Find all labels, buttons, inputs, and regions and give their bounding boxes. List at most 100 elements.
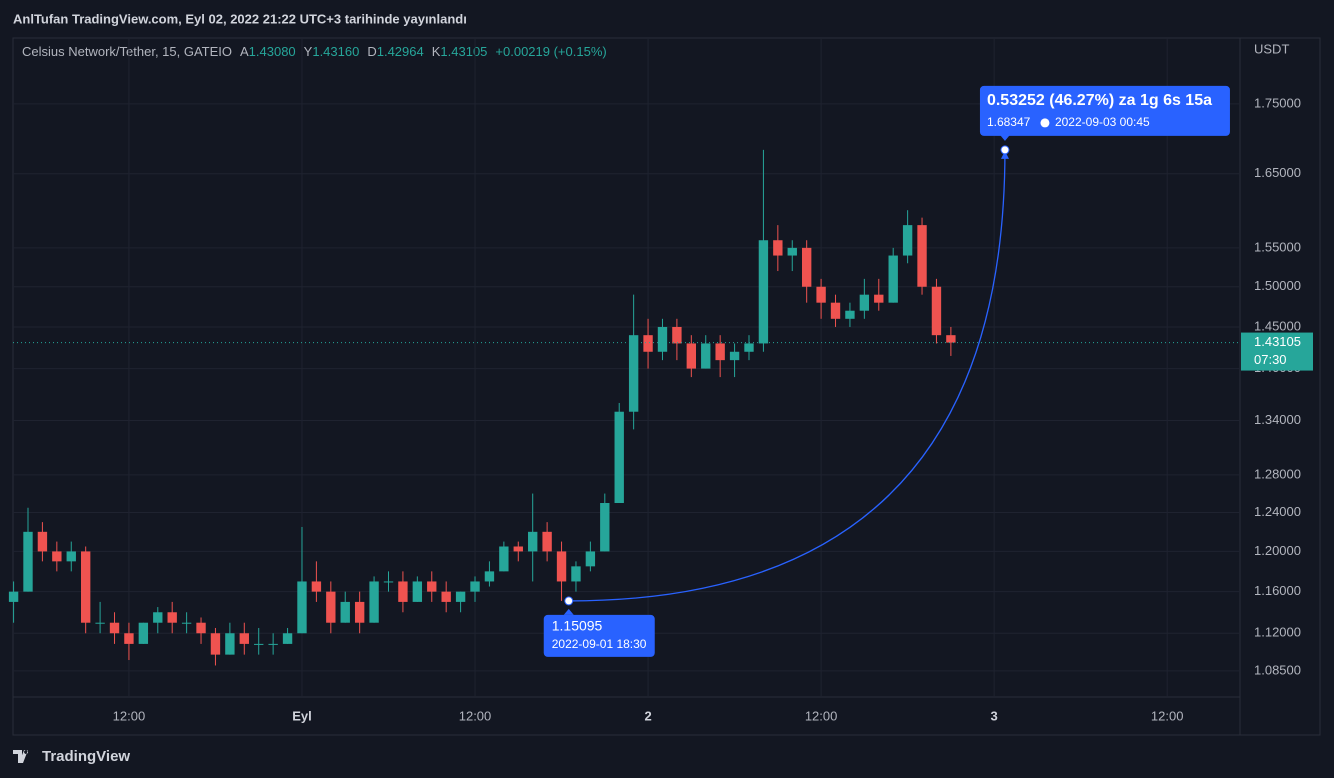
symbol: Celsius Network/Tether, 15, GATEIO bbox=[22, 44, 232, 59]
candle-body bbox=[37, 531, 48, 552]
candle-body bbox=[686, 343, 697, 369]
candle-body bbox=[383, 581, 394, 583]
candle-body bbox=[210, 633, 221, 655]
candle-body bbox=[138, 622, 149, 644]
candle-body bbox=[484, 571, 495, 582]
candle-body bbox=[268, 643, 278, 645]
measure-curve bbox=[568, 149, 1006, 602]
x-tick-label: 12:00 bbox=[113, 708, 146, 723]
ohlc-value: 1.42964 bbox=[377, 44, 424, 59]
candle-body bbox=[95, 622, 105, 624]
candle-body bbox=[80, 551, 91, 623]
candle-body bbox=[124, 633, 134, 644]
candle-body bbox=[556, 551, 567, 582]
candle-body bbox=[311, 581, 322, 592]
y-tick-label: 1.45000 bbox=[1254, 318, 1301, 333]
candle-body bbox=[225, 633, 235, 655]
candle-body bbox=[816, 286, 826, 303]
y-tick-label: 1.24000 bbox=[1254, 504, 1301, 519]
measure-arrow bbox=[1000, 150, 1009, 159]
countdown: 07:30 bbox=[1254, 352, 1287, 367]
published-note: AnlTufan TradingView.com, Eyl 02, 2022 2… bbox=[13, 11, 467, 26]
candle-body bbox=[427, 581, 437, 592]
candle-body bbox=[282, 633, 293, 644]
candle-body bbox=[455, 591, 466, 602]
candle-body bbox=[196, 622, 206, 634]
candle-body bbox=[153, 612, 163, 623]
measure-start bbox=[564, 596, 574, 606]
y-tick-label: 1.16000 bbox=[1254, 583, 1301, 598]
candle-body bbox=[657, 326, 668, 352]
y-tick-label: 1.75000 bbox=[1254, 95, 1301, 110]
x-tick-label: 12:00 bbox=[805, 708, 838, 723]
last-price-label: 1.43105 bbox=[1254, 334, 1301, 349]
candle-body bbox=[412, 581, 423, 602]
candle-body bbox=[787, 247, 797, 256]
candle-body bbox=[672, 326, 682, 344]
candle-body bbox=[369, 581, 379, 623]
ohlc-value: 1.43105 bbox=[440, 44, 487, 59]
x-tick-label: 12:00 bbox=[459, 708, 492, 723]
candle-body bbox=[52, 551, 62, 562]
candle-body bbox=[628, 335, 639, 412]
last-price-box bbox=[1241, 332, 1313, 371]
measure-start-date: 2022-09-01 18:30 bbox=[552, 637, 647, 651]
y-tick-label: 1.55000 bbox=[1254, 239, 1301, 254]
logo: TradingView bbox=[13, 748, 130, 765]
ohlc-value: 1.43160 bbox=[312, 44, 359, 59]
candle-body bbox=[888, 255, 898, 303]
candle-body bbox=[528, 531, 538, 552]
symbol-legend: Celsius Network/Tether, 15, GATEIO A1.430… bbox=[22, 44, 607, 59]
candle-body bbox=[902, 225, 913, 256]
logo-icon bbox=[13, 750, 29, 763]
x-tick-label: 12:00 bbox=[1151, 708, 1184, 723]
candle-body bbox=[917, 225, 927, 287]
candle-body bbox=[8, 591, 19, 602]
ohlc-label: A bbox=[240, 44, 249, 59]
y-tick-label: 1.34000 bbox=[1254, 412, 1301, 427]
x-tick-label: 2 bbox=[644, 708, 651, 723]
candle-body bbox=[729, 351, 740, 361]
candle-body bbox=[23, 531, 33, 592]
candle-body bbox=[571, 566, 581, 582]
ohlc-value: 1.43080 bbox=[249, 44, 296, 59]
candle-body bbox=[715, 343, 725, 361]
candle-body bbox=[830, 302, 841, 319]
measure-start-value: 1.15095 bbox=[552, 618, 603, 634]
candle-body bbox=[758, 240, 769, 344]
x-tick-label: Eyl bbox=[292, 708, 312, 723]
candle-body bbox=[946, 335, 956, 343]
candle-body bbox=[470, 581, 480, 592]
candle-body bbox=[167, 612, 177, 623]
candle-body bbox=[643, 335, 653, 352]
y-tick-label: 1.20000 bbox=[1254, 543, 1301, 558]
y-tick-label: 1.12000 bbox=[1254, 625, 1301, 640]
candle-body bbox=[109, 622, 120, 634]
y-tick-label: 1.08500 bbox=[1254, 662, 1301, 677]
candle-body bbox=[398, 581, 408, 602]
candle-body bbox=[66, 551, 76, 562]
y-tick-label: 1.65000 bbox=[1254, 165, 1301, 180]
measure-end bbox=[1000, 145, 1010, 155]
candle-body bbox=[614, 411, 624, 504]
ohlc-label: Y bbox=[304, 44, 313, 59]
ohlc-label: K bbox=[432, 44, 441, 59]
x-tick-label: 3 bbox=[991, 708, 998, 723]
measure-end-value: 1.68347 bbox=[987, 115, 1031, 129]
candle-body bbox=[801, 247, 812, 287]
ohlc-label: D bbox=[367, 44, 376, 59]
currency: USDT bbox=[1254, 41, 1289, 56]
candle-body bbox=[773, 240, 783, 256]
candle-body bbox=[600, 503, 610, 552]
candle-body bbox=[845, 310, 855, 319]
frame bbox=[12, 37, 1321, 736]
measure-box bbox=[543, 614, 655, 657]
logo-text: TradingView bbox=[42, 748, 130, 765]
candle-body bbox=[542, 531, 552, 552]
candle-body bbox=[701, 343, 711, 369]
candle-body bbox=[326, 591, 336, 623]
candle-body bbox=[354, 601, 365, 623]
candle-body bbox=[297, 581, 307, 634]
